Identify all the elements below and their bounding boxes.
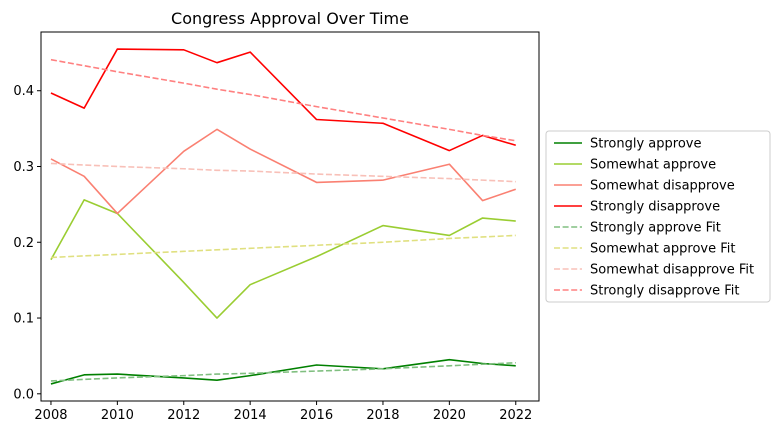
chart-title: Congress Approval Over Time <box>171 9 409 28</box>
x-tick-label: 2020 <box>433 408 466 423</box>
legend-label: Somewhat approve <box>590 158 716 173</box>
x-tick-label: 2008 <box>34 408 67 423</box>
legend-label: Strongly disapprove <box>590 200 720 215</box>
legend-label: Somewhat approve Fit <box>590 242 735 257</box>
series-line-somewhat-disapprove <box>50 128 517 215</box>
legend-label: Somewhat disapprove Fit <box>590 263 754 278</box>
legend-box <box>545 130 771 303</box>
series-line-somewhat-disapprove-fit <box>50 162 516 183</box>
x-tick-label: 2022 <box>499 408 532 423</box>
x-tick-label: 2014 <box>234 408 267 423</box>
y-tick-label: 0.2 <box>13 236 34 251</box>
legend-label: Somewhat disapprove <box>590 179 735 194</box>
series-line-strongly-disapprove-fit <box>50 58 516 142</box>
plot-area: 2008 2010 2012 2014 2016 2018 2020 2022 0.0 0.1 0.… <box>13 31 540 423</box>
x-tick-label: 2010 <box>101 408 134 423</box>
legend: Strongly approve Somewhat approve Somewhat… <box>545 130 771 303</box>
legend-label: Strongly approve <box>590 137 701 152</box>
legend-label: Strongly approve Fit <box>590 221 721 236</box>
legend-label: Strongly disapprove Fit <box>590 284 739 299</box>
x-tick-label: 2018 <box>366 408 399 423</box>
series-line-strongly-approve <box>50 358 516 385</box>
y-tick-label: 0.1 <box>13 312 34 327</box>
series-line-somewhat-approve-fit <box>50 234 516 259</box>
series-line-strongly-approve-fit <box>50 361 516 382</box>
series-line-somewhat-approve <box>50 199 516 319</box>
plot-frame <box>40 31 540 402</box>
y-tick-label: 0.0 <box>13 387 34 402</box>
y-tick-label: 0.3 <box>13 160 34 175</box>
series-line-strongly-disapprove <box>50 48 516 152</box>
y-tick-label: 0.4 <box>13 84 34 99</box>
x-tick-label: 2016 <box>300 408 333 423</box>
x-tick-label: 2012 <box>167 408 200 423</box>
